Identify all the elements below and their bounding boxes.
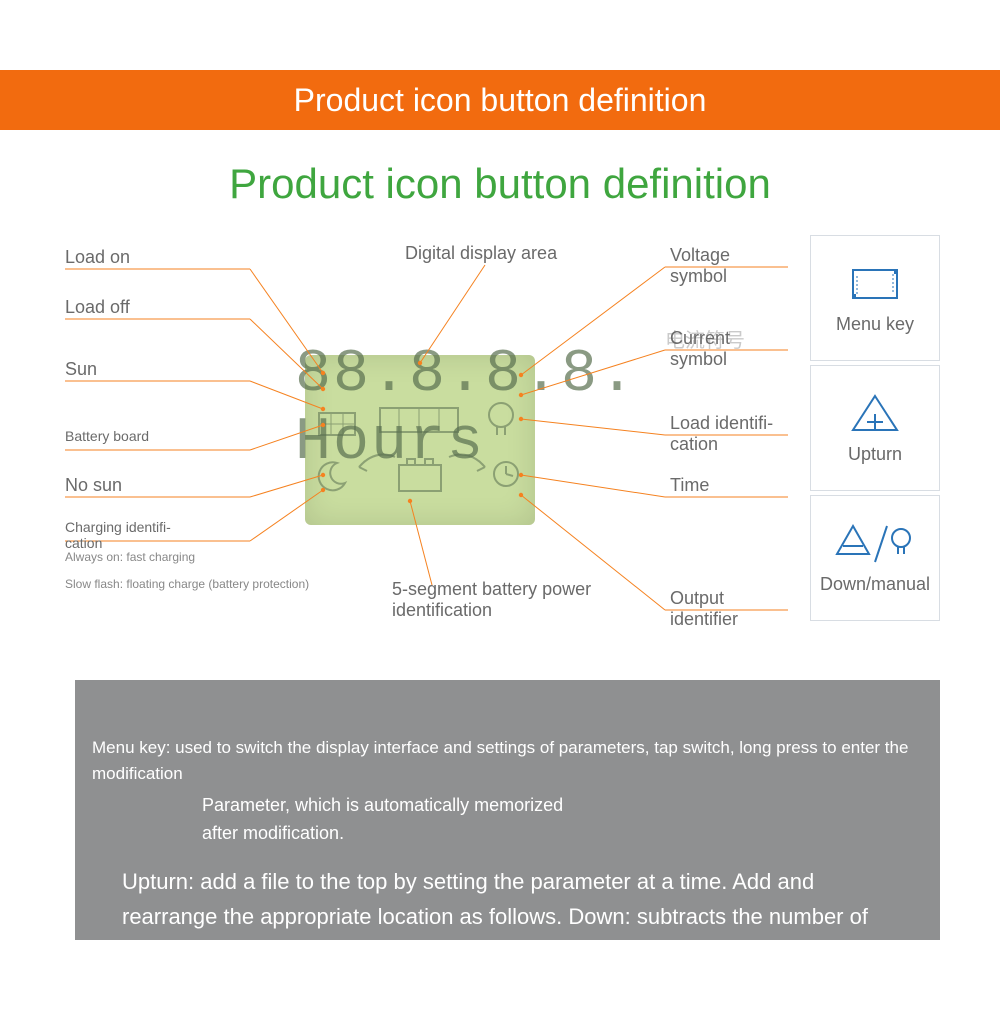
label-charging: Charging identifi-cation (65, 519, 171, 551)
diagram-area: 88.8.8.8. Hours Load onLoad offSunBatter… (60, 235, 790, 625)
desc-line2: Parameter, which is automatically memori… (202, 792, 910, 848)
desc-line4: rESt words, reset all parameters except … (202, 1008, 910, 1036)
label-battery-seg: 5-segment battery poweridentification (392, 579, 591, 620)
label-slow_flash: Slow flash: floating charge (battery pro… (65, 578, 309, 592)
upturn-icon (845, 392, 905, 436)
label-battery_board: Battery board (65, 428, 149, 444)
title-banner: Product icon button definition (0, 70, 1000, 130)
label-digital-display: Digital display area (405, 243, 557, 264)
label-load_id: Load identifi-cation (670, 413, 773, 454)
label-load_off: Load off (65, 297, 130, 318)
button-column: Menu key Upturn Down/manual (810, 235, 940, 621)
label-sun: Sun (65, 359, 97, 380)
subtitle: Product icon button definition (0, 160, 1000, 208)
upturn-label: Upturn (848, 444, 902, 465)
down-manual-cell: Down/manual (810, 495, 940, 621)
label-time: Time (670, 475, 709, 496)
label-voltage: Voltage symbol (670, 245, 790, 286)
down-manual-label: Down/manual (820, 574, 930, 595)
label-load_on: Load on (65, 247, 130, 268)
label-output_id: Output identifier (670, 588, 790, 629)
desc-line1: Menu key: used to switch the display int… (92, 735, 910, 788)
label-cn_overlay: 电流符号 (665, 330, 745, 353)
menu-key-cell: Menu key (810, 235, 940, 361)
label-no_sun: No sun (65, 475, 122, 496)
description-box: Menu key: used to switch the display int… (75, 680, 940, 940)
down-manual-icon (845, 522, 905, 566)
menu-key-label: Menu key (836, 314, 914, 335)
upturn-cell: Upturn (810, 365, 940, 491)
subtitle-text: Product icon button definition (229, 160, 771, 207)
desc-line3: Upturn: add a file to the top by setting… (122, 865, 910, 1001)
title-banner-text: Product icon button definition (294, 82, 707, 119)
label-always_on: Always on: fast charging (65, 551, 195, 565)
menu-key-icon (845, 262, 905, 306)
